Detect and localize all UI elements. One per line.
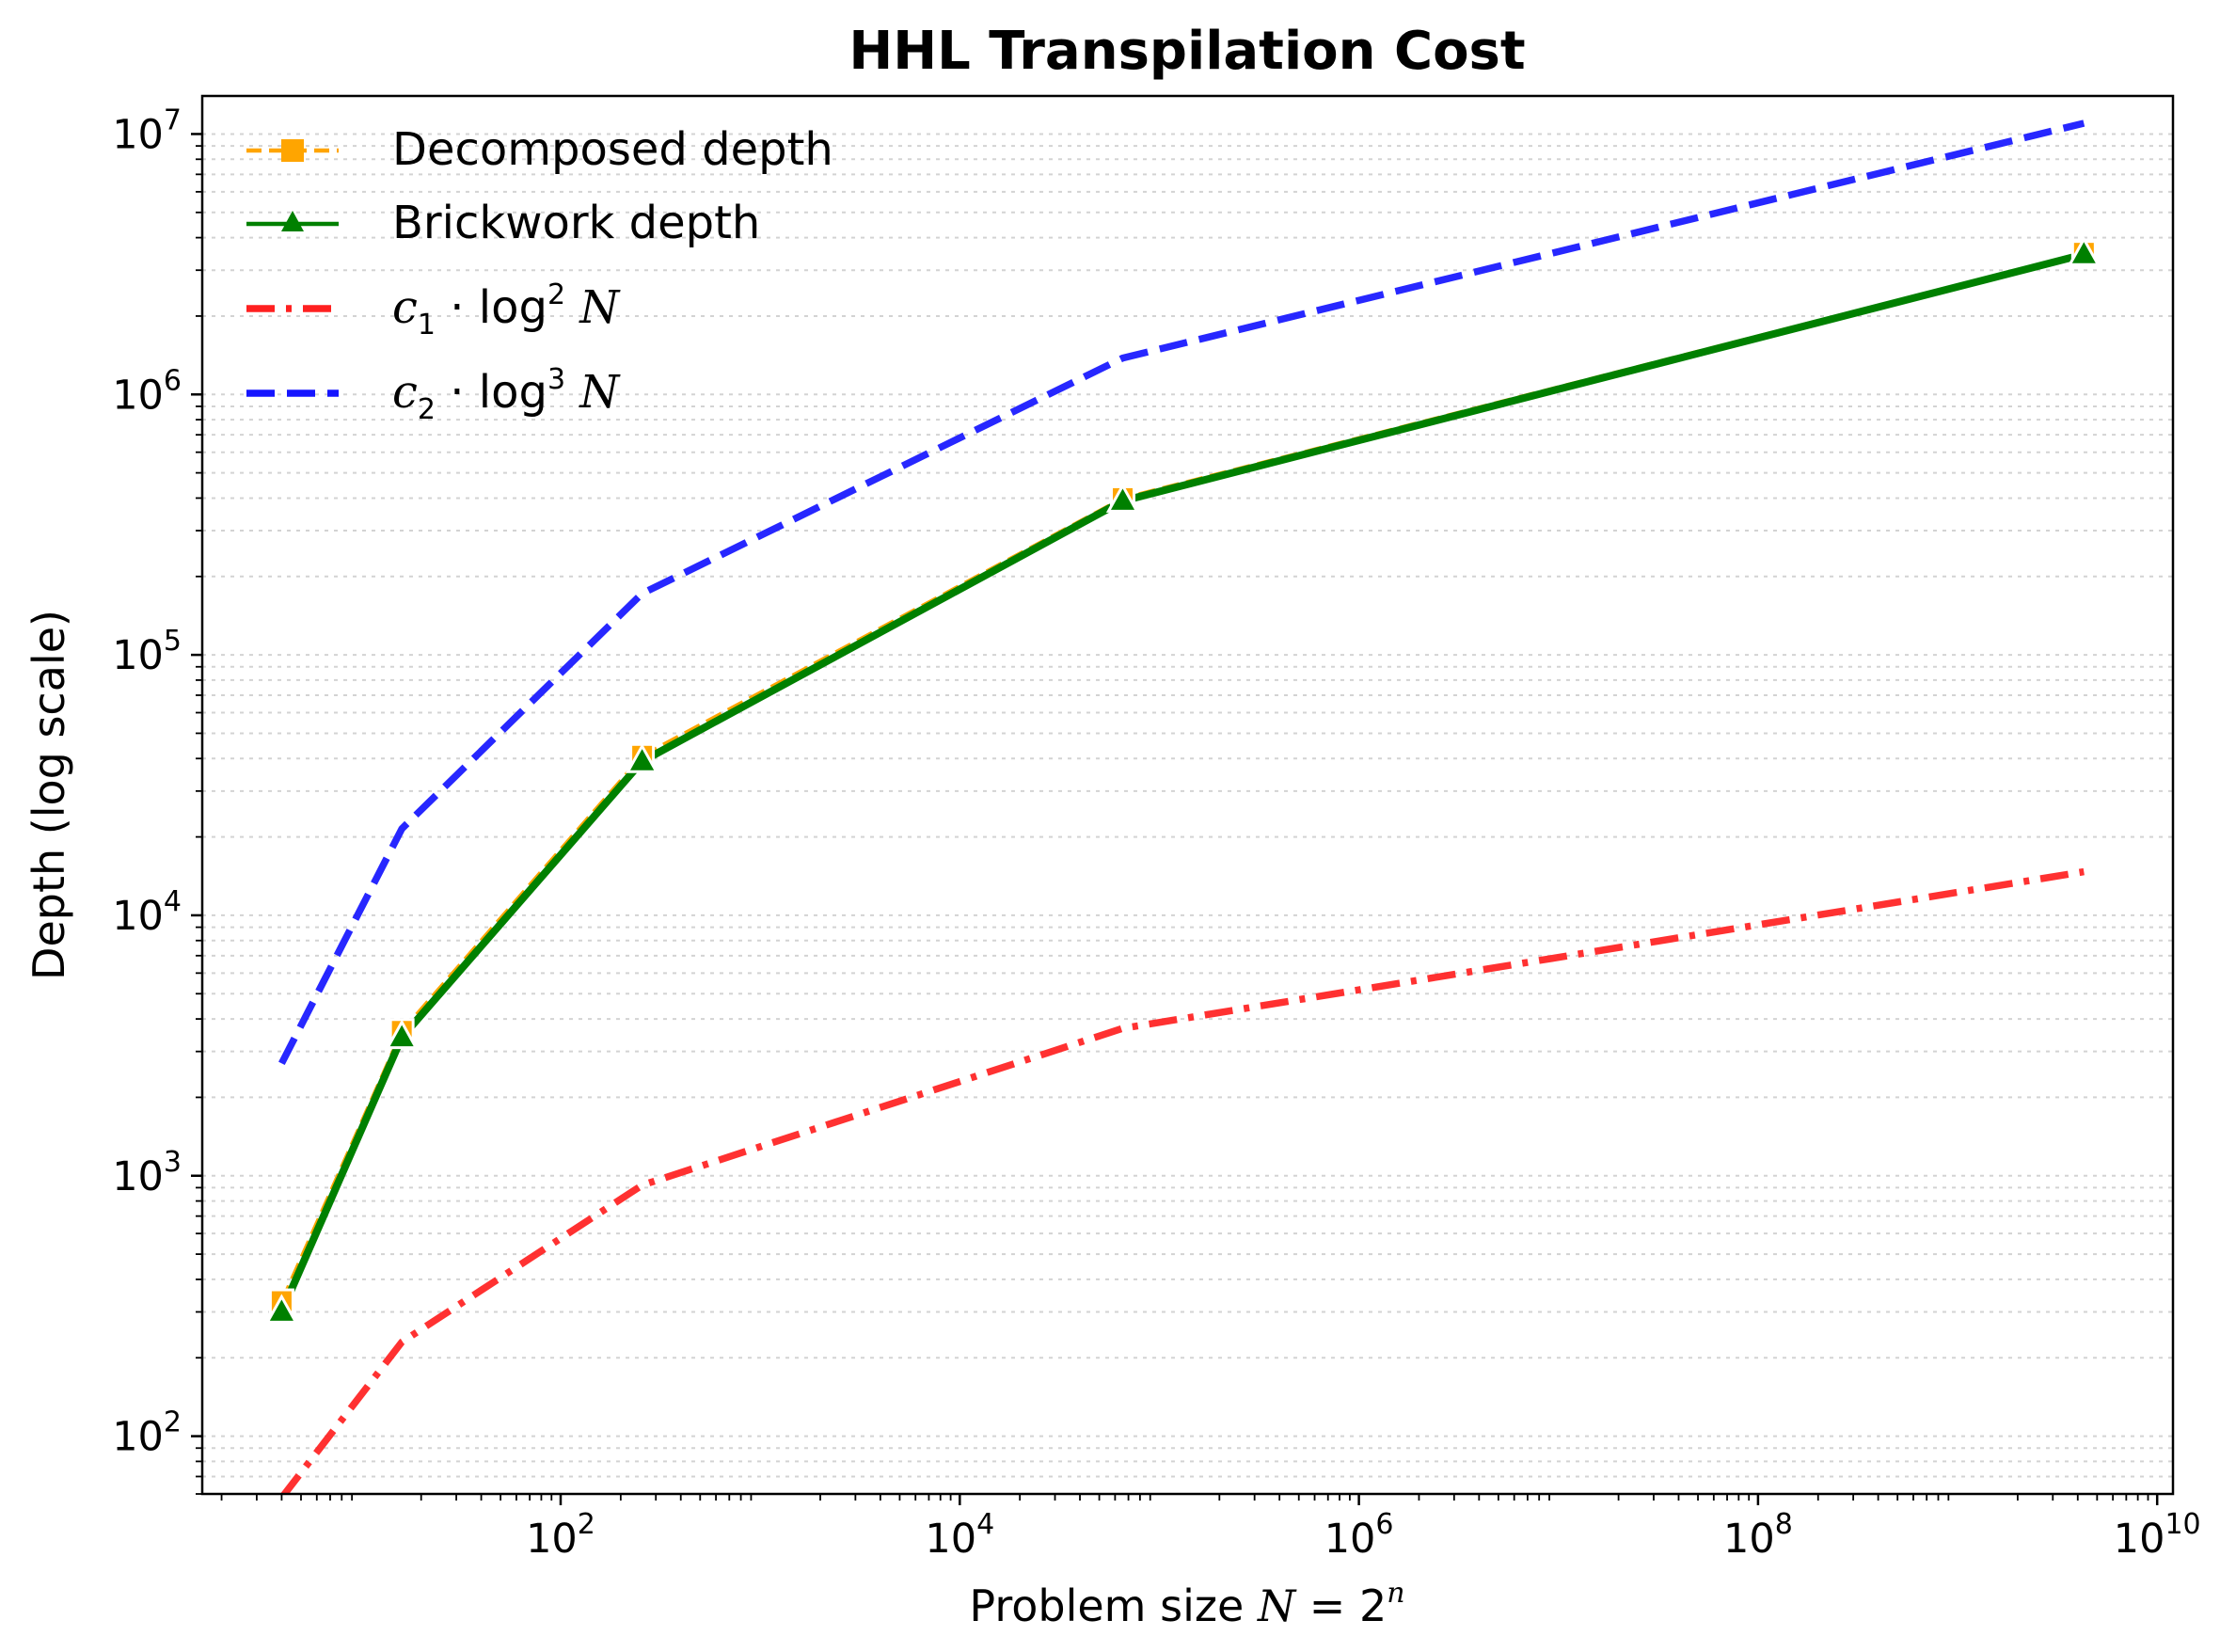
brickwork-marker [385,1019,419,1050]
series-line-2 [279,867,2085,1494]
x-tick-label: 1010 [2114,1508,2201,1563]
minor-gridlines [202,133,2173,1494]
legend-item-0: Decomposed depth [246,123,833,176]
series-line-1 [278,250,2085,1314]
series-line-3 [278,119,2085,1066]
y-tick-label: 103 [112,1146,182,1200]
y-tick-label: 104 [112,885,182,940]
y-tick-label: 106 [112,364,182,419]
legend-item-1: Brickwork depth [246,197,760,249]
legend-item-3: c2 · log3 N [246,363,621,426]
brickwork-marker [2067,236,2101,266]
y-tick-label: 105 [112,625,182,679]
brickwork-marker [1105,483,1140,513]
y-tick-label: 107 [112,103,182,158]
legend: Decomposed depth Brickwork depth c1 · log2… [246,123,833,426]
y-tick-label: 102 [112,1406,182,1461]
y-axis-ticks: 102 103 104 105 106 107 [112,103,202,1495]
legend-label: c1 · log2 N [392,278,621,342]
chart-title: HHL Transpilation Cost [848,21,1525,82]
x-axis-ticks: 102 104 106 108 1010 [220,1494,2201,1563]
series-layer [278,119,2085,1494]
legend-label: c2 · log3 N [392,363,621,426]
legend-label: Brickwork depth [392,197,760,249]
legend-marker [281,211,304,231]
x-axis-label: Problem size N = 2n [969,1577,1404,1631]
plot-frame [200,94,2175,1496]
x-tick-label: 108 [1723,1508,1793,1563]
brickwork-marker [264,1294,299,1324]
y-axis-label: Depth (log scale) [24,610,74,980]
x-tick-label: 102 [526,1508,595,1563]
legend-item-2: c1 · log2 N [246,278,621,342]
series-line-0 [279,251,2085,1302]
marker-layer [264,236,2101,1324]
x-tick-label: 104 [925,1508,994,1563]
x-tick-label: 106 [1324,1508,1394,1563]
legend-marker [281,139,304,162]
legend-label: Decomposed depth [392,123,833,176]
brickwork-marker [625,743,659,773]
